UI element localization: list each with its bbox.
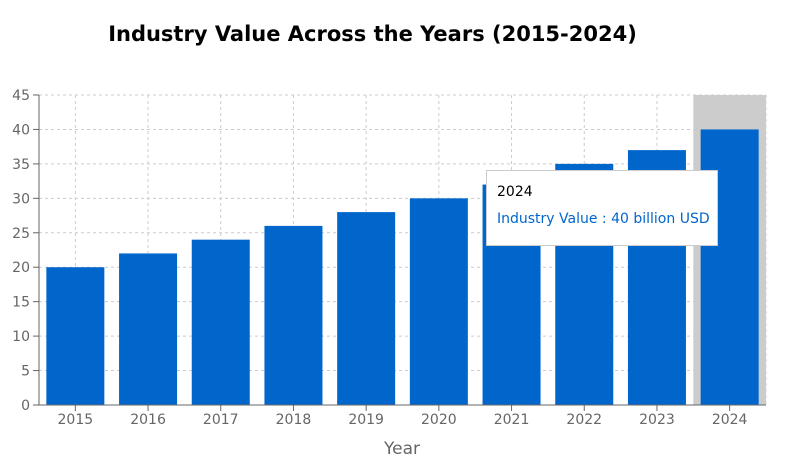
y-tick-label: 10 xyxy=(12,329,30,345)
x-tick-label: 2017 xyxy=(203,412,239,428)
y-tick-label: 15 xyxy=(12,295,30,311)
x-tick-label: 2015 xyxy=(58,412,94,428)
bar-2020 xyxy=(409,198,468,405)
y-tick-label: 40 xyxy=(12,122,30,138)
y-tick-label: 30 xyxy=(12,191,30,207)
bar-2019 xyxy=(337,212,396,405)
bar-2016 xyxy=(119,253,178,405)
x-tick-label: 2023 xyxy=(639,412,675,428)
x-tick-label: 2021 xyxy=(494,412,530,428)
tooltip: 2024 Industry Value : 40 billion USD xyxy=(486,170,718,246)
x-tick-label: 2020 xyxy=(421,412,457,428)
y-tick-label: 25 xyxy=(12,226,30,242)
bar-2015 xyxy=(46,267,105,405)
y-tick-label: 35 xyxy=(12,157,30,173)
x-axis-title: Year xyxy=(383,439,420,459)
x-tick-label: 2019 xyxy=(348,412,384,428)
axes: 0 5 10 15 20 25 30 35 40 45 2015 2016 2017 2018 2019 20… xyxy=(12,88,766,428)
y-tick-label: 5 xyxy=(21,364,30,380)
bar-2017 xyxy=(191,239,250,405)
x-tick-label: 2018 xyxy=(276,412,312,428)
tooltip-label: 2024 xyxy=(497,184,533,200)
x-tick-label: 2022 xyxy=(566,412,602,428)
y-tick-label: 45 xyxy=(12,88,30,104)
y-tick-label: 0 xyxy=(21,398,30,414)
bar-2018 xyxy=(264,225,323,405)
x-tick-label: 2016 xyxy=(130,412,166,428)
chart-title: Industry Value Across the Years (2015-20… xyxy=(108,22,637,46)
tooltip-value: Industry Value : 40 billion USD xyxy=(497,211,710,227)
y-tick-label: 20 xyxy=(12,260,30,276)
x-tick-label: 2024 xyxy=(712,412,748,428)
